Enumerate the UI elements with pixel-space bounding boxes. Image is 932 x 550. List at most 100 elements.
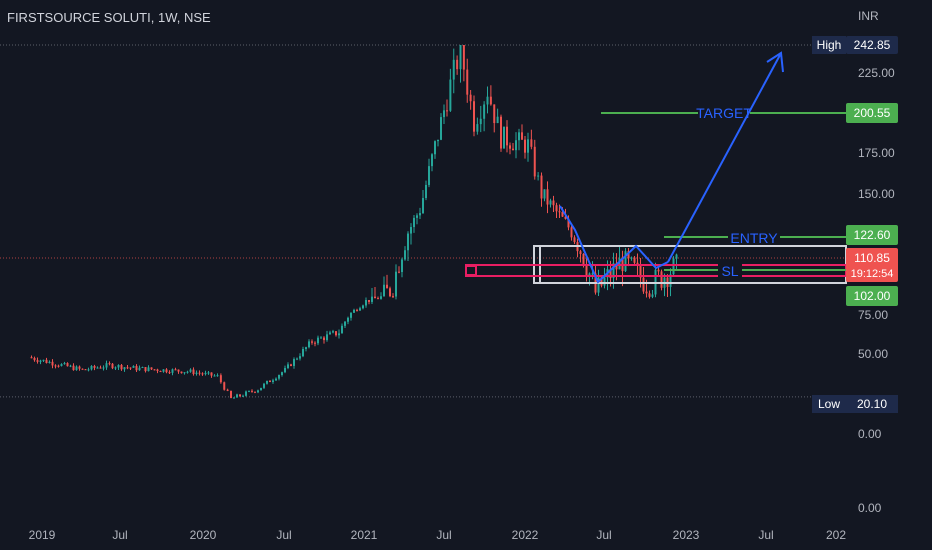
candle-body <box>135 365 138 371</box>
x-tick-label: 2020 <box>190 528 217 542</box>
candle-body <box>302 348 304 357</box>
sl-label: SL <box>721 263 738 279</box>
candle-body <box>311 341 313 343</box>
candle-body <box>395 271 397 297</box>
candle-body <box>527 139 529 153</box>
candle-body <box>335 331 337 336</box>
candle-body <box>48 361 51 364</box>
candle-body <box>213 375 216 377</box>
candle-body <box>183 372 186 374</box>
candle-body <box>39 360 42 362</box>
candle-body <box>341 325 343 334</box>
candle-body <box>368 300 370 302</box>
candle-body <box>287 364 289 369</box>
entry-price-tag-bg <box>846 225 898 245</box>
candle-body <box>120 364 123 370</box>
candle-body <box>515 140 517 151</box>
candle-body <box>81 368 84 370</box>
low-value-tag-bg <box>846 395 898 413</box>
low-tag-label: Low <box>818 397 840 411</box>
candle-body <box>493 104 496 124</box>
candle-body <box>126 367 129 369</box>
candle-body <box>530 139 533 147</box>
candle-body <box>506 126 508 146</box>
candle-body <box>102 367 105 369</box>
candle-body <box>483 104 486 119</box>
candle-body <box>597 277 600 293</box>
candle-body <box>413 217 415 228</box>
low-tag-bg <box>812 395 846 413</box>
candle-body <box>398 271 400 273</box>
candle-body <box>299 356 301 359</box>
candle-body <box>263 383 265 388</box>
candle-body <box>42 359 45 361</box>
candle-body <box>518 132 520 141</box>
x-tick-label: 2023 <box>673 528 700 542</box>
candle-body <box>174 369 177 371</box>
candle-body <box>195 372 198 375</box>
candle-body <box>407 233 409 251</box>
candle-body <box>627 251 630 259</box>
candle-body <box>87 369 90 371</box>
candle-body <box>564 216 567 219</box>
candle-body <box>552 200 555 206</box>
current-price-tag-bg <box>846 248 898 282</box>
candle-body <box>657 269 660 272</box>
candle-body <box>404 250 406 260</box>
candle-body <box>462 45 465 70</box>
candle-body <box>269 380 271 382</box>
candle-body <box>123 367 126 370</box>
high-tag-label: High <box>817 38 842 52</box>
candle-body <box>612 263 615 279</box>
candle-body <box>90 366 93 370</box>
candle-body <box>239 394 241 397</box>
projection-arrow-head <box>766 51 784 73</box>
candle-body <box>365 300 367 306</box>
candle-body <box>99 367 102 369</box>
candle-body <box>521 132 523 140</box>
candle-body <box>648 293 651 297</box>
candle-body <box>66 363 69 367</box>
candle-body <box>204 372 207 375</box>
pattern-zigzag-drawing[interactable] <box>559 205 669 284</box>
candle-body <box>669 274 672 287</box>
candle-body <box>159 371 162 373</box>
y-tick-label: 0.00 <box>858 427 882 441</box>
candle-body <box>636 262 639 265</box>
candle-body <box>314 342 316 344</box>
candle-body <box>223 382 226 390</box>
candle-body <box>219 375 222 383</box>
y-tick-label: 175.00 <box>858 146 895 160</box>
candle-body <box>356 309 358 311</box>
projection-arrow-shaft[interactable] <box>667 54 781 263</box>
candle-body <box>374 296 376 299</box>
candle-body <box>476 124 479 132</box>
candle-body <box>138 367 141 371</box>
entry-label: ENTRY <box>730 230 778 246</box>
sl-price-tag-bg <box>846 286 898 306</box>
candle-body <box>459 45 462 70</box>
candle-body <box>198 372 201 374</box>
candle-body <box>84 369 87 371</box>
candle-body <box>383 284 385 297</box>
candle-body <box>281 372 283 376</box>
candle-body <box>275 378 277 381</box>
candle-body <box>78 366 81 369</box>
candle-body <box>278 375 280 379</box>
candle-body <box>111 363 114 369</box>
candle-body <box>216 375 219 377</box>
candle-body <box>473 101 475 132</box>
candle-body <box>512 148 514 151</box>
candle-body <box>284 368 286 373</box>
candle-body <box>419 213 421 216</box>
candle-body <box>401 259 403 273</box>
candle-body <box>359 308 361 311</box>
candle-body <box>63 363 66 365</box>
candle-body <box>353 309 355 313</box>
candle-body <box>305 347 307 349</box>
x-tick-label: Jul <box>112 528 127 542</box>
candle-body <box>117 364 120 368</box>
candle-body <box>186 371 189 373</box>
